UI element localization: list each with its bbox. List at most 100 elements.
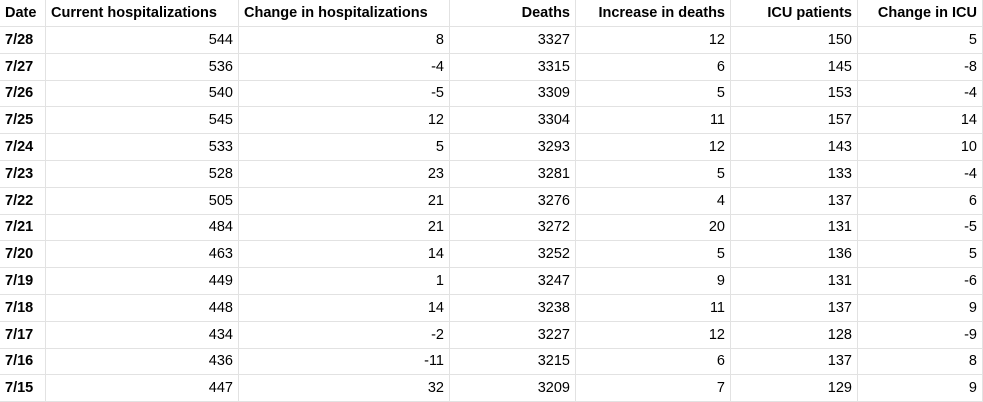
value-cell: -8 [858,53,983,81]
value-cell: 145 [731,53,858,81]
value-cell: 3293 [450,134,576,161]
date-cell: 7/26 [0,80,46,108]
value-cell: 448 [46,295,239,322]
value-cell: 12 [239,107,450,135]
value-cell: 5 [858,241,983,269]
value-cell: 9 [858,295,983,322]
value-cell: 3315 [450,53,576,81]
date-cell: 7/25 [0,107,46,135]
value-cell: 6 [576,348,731,376]
value-cell: 8 [239,27,450,54]
value-cell: 131 [731,214,858,242]
date-cell: 7/21 [0,214,46,242]
value-cell: 5 [576,241,731,269]
value-cell: 11 [576,107,731,135]
value-cell: 7 [576,375,731,402]
value-cell: 3304 [450,107,576,135]
value-cell: 137 [731,295,858,322]
header-cell: Change in hospitalizations [239,0,450,27]
value-cell: -11 [239,348,450,376]
date-cell: 7/19 [0,268,46,295]
header-cell: Increase in deaths [576,0,731,27]
value-cell: 136 [731,241,858,269]
value-cell: -2 [239,321,450,349]
value-cell: 32 [239,375,450,402]
value-cell: 9 [576,268,731,295]
value-cell: -9 [858,321,983,349]
value-cell: -4 [858,161,983,188]
value-cell: 436 [46,348,239,376]
value-cell: 9 [858,375,983,402]
date-cell: 7/23 [0,161,46,188]
value-cell: 14 [239,241,450,269]
value-cell: 137 [731,348,858,376]
value-cell: 484 [46,214,239,242]
date-cell: 7/24 [0,134,46,161]
value-cell: 133 [731,161,858,188]
value-cell: -5 [239,80,450,108]
value-cell: 5 [576,80,731,108]
date-cell: 7/28 [0,27,46,54]
value-cell: 3272 [450,214,576,242]
value-cell: 540 [46,80,239,108]
value-cell: 533 [46,134,239,161]
value-cell: 12 [576,27,731,54]
value-cell: 21 [239,187,450,215]
value-cell: 3247 [450,268,576,295]
date-cell: 7/15 [0,375,46,402]
header-cell: Change in ICU [858,0,983,27]
value-cell: 11 [576,295,731,322]
value-cell: 3215 [450,348,576,376]
date-cell: 7/16 [0,348,46,376]
value-cell: 12 [576,321,731,349]
value-cell: 137 [731,187,858,215]
value-cell: 5 [858,27,983,54]
value-cell: 21 [239,214,450,242]
value-cell: 545 [46,107,239,135]
date-cell: 7/27 [0,53,46,81]
value-cell: 8 [858,348,983,376]
value-cell: 10 [858,134,983,161]
date-cell: 7/18 [0,295,46,322]
date-cell: 7/17 [0,321,46,349]
value-cell: 5 [576,161,731,188]
value-cell: 143 [731,134,858,161]
value-cell: 14 [239,295,450,322]
header-cell: Deaths [450,0,576,27]
value-cell: 449 [46,268,239,295]
value-cell: -4 [239,53,450,81]
value-cell: 3252 [450,241,576,269]
value-cell: 3238 [450,295,576,322]
value-cell: 4 [576,187,731,215]
value-cell: 3209 [450,375,576,402]
value-cell: 12 [576,134,731,161]
value-cell: 528 [46,161,239,188]
value-cell: 505 [46,187,239,215]
value-cell: 5 [239,134,450,161]
value-cell: -6 [858,268,983,295]
value-cell: 3276 [450,187,576,215]
value-cell: 153 [731,80,858,108]
value-cell: 463 [46,241,239,269]
value-cell: 3309 [450,80,576,108]
value-cell: 128 [731,321,858,349]
value-cell: 157 [731,107,858,135]
value-cell: 129 [731,375,858,402]
header-cell: ICU patients [731,0,858,27]
date-cell: 7/20 [0,241,46,269]
value-cell: 3227 [450,321,576,349]
header-cell: Date [0,0,46,27]
value-cell: 536 [46,53,239,81]
value-cell: 3281 [450,161,576,188]
value-cell: 6 [576,53,731,81]
value-cell: -4 [858,80,983,108]
value-cell: 131 [731,268,858,295]
value-cell: 14 [858,107,983,135]
value-cell: 447 [46,375,239,402]
value-cell: 6 [858,187,983,215]
value-cell: 544 [46,27,239,54]
header-cell: Current hospitalizations [46,0,239,27]
value-cell: 3327 [450,27,576,54]
value-cell: 23 [239,161,450,188]
value-cell: 1 [239,268,450,295]
